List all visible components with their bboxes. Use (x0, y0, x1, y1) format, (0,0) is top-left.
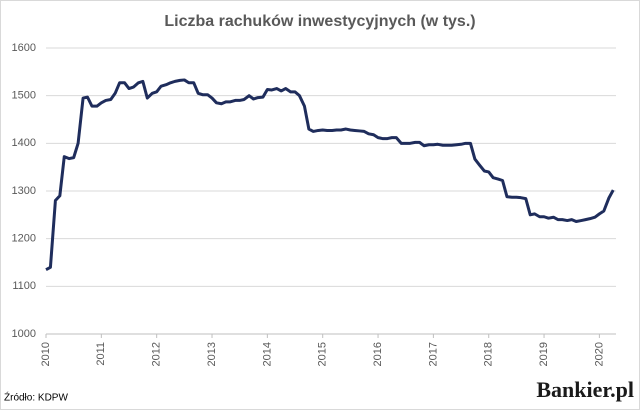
x-tick-label: 2018 (483, 342, 495, 366)
x-tick-label: 2010 (40, 342, 52, 366)
y-tick-label: 1300 (12, 185, 36, 197)
x-tick-label: 2020 (593, 342, 605, 366)
x-tick-label: 2017 (427, 342, 439, 366)
x-tick-label: 2012 (151, 342, 163, 366)
x-tick-label: 2015 (317, 342, 329, 366)
x-tick-label: 2016 (372, 342, 384, 366)
chart-title: Liczba rachuków inwestycyjnych (w tys.) (164, 13, 475, 30)
x-tick-label: 2013 (206, 342, 218, 366)
y-tick-label: 1400 (12, 137, 36, 149)
y-tick-label: 1000 (12, 328, 36, 340)
brand-logo: Bankier.pl (536, 377, 634, 402)
x-tick-label: 2011 (95, 342, 107, 366)
y-tick-label: 1100 (12, 280, 36, 292)
y-tick-label: 1600 (12, 42, 36, 54)
y-tick-label: 1200 (12, 233, 36, 245)
source: Źródło: KDPW (4, 391, 68, 404)
x-tick-label: 2019 (538, 342, 550, 366)
data-line (45, 78, 615, 271)
y-tick-label: 1500 (12, 90, 36, 102)
x-tick-label: 2014 (261, 342, 273, 366)
